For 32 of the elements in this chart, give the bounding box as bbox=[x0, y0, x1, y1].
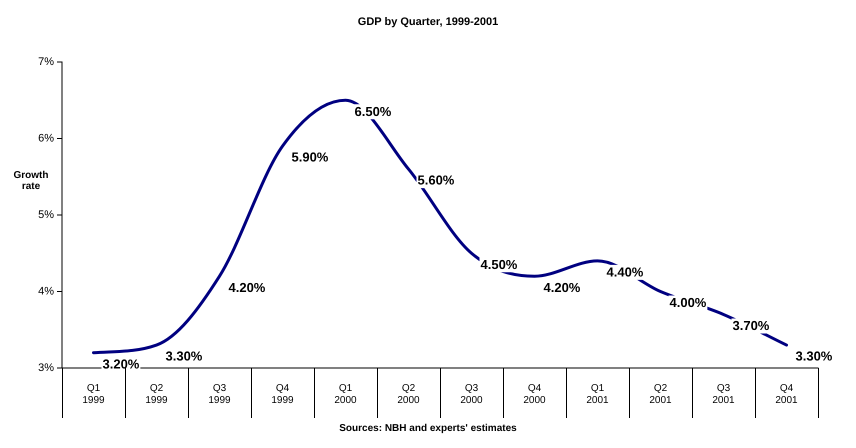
x-tick-label: Q1 1999 bbox=[82, 382, 106, 406]
data-label: 5.60% bbox=[418, 172, 455, 188]
source-note: Sources: NBH and experts' estimates bbox=[338, 423, 518, 434]
y-tick-label: 3% bbox=[38, 362, 54, 374]
y-tick-label: 6% bbox=[38, 132, 54, 145]
chart-title: GDP by Quarter, 1999-2001 bbox=[356, 16, 500, 28]
data-label: 4.40% bbox=[606, 264, 644, 280]
data-label: 3.20% bbox=[102, 356, 140, 372]
y-tick-label: 5% bbox=[38, 209, 54, 222]
x-tick-label: Q4 2000 bbox=[523, 382, 546, 406]
x-tick-label: Q2 2001 bbox=[649, 382, 672, 406]
data-label: 4.00% bbox=[670, 295, 707, 310]
y-tick-label: 7% bbox=[38, 56, 54, 68]
data-label: 3.30% bbox=[796, 348, 833, 364]
data-label: 3.70% bbox=[732, 318, 770, 334]
x-tick-label: Q2 1999 bbox=[145, 382, 168, 406]
x-tick-label: Q2 2000 bbox=[397, 382, 420, 406]
y-tick-label: 4% bbox=[38, 286, 54, 298]
x-tick-label: Q3 2000 bbox=[460, 382, 484, 406]
x-tick-label: Q4 2001 bbox=[775, 382, 798, 406]
data-label: 5.90% bbox=[292, 150, 329, 165]
x-tick-label: Q4 1999 bbox=[271, 382, 294, 406]
data-label: 4.20% bbox=[228, 280, 266, 295]
x-tick-label: Q3 1999 bbox=[208, 382, 232, 406]
data-label: 6.50% bbox=[354, 104, 392, 119]
x-tick-label: Q1 2000 bbox=[334, 382, 358, 406]
data-label: 4.20% bbox=[544, 280, 581, 295]
data-label: 4.50% bbox=[480, 256, 518, 272]
x-tick-label: Q3 2001 bbox=[712, 382, 736, 406]
x-tick-label: Q1 2001 bbox=[586, 382, 610, 406]
data-label: 3.30% bbox=[166, 348, 203, 364]
y-axis-title: Growth rate bbox=[12, 170, 50, 192]
